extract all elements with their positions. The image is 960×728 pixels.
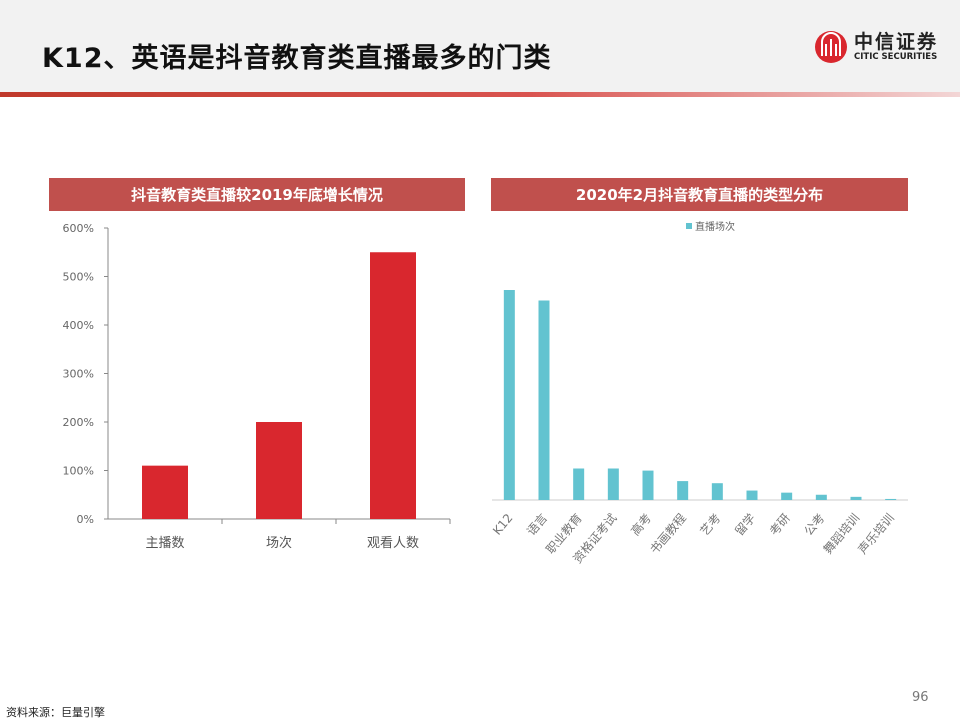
bar-资格证考试 (607, 468, 619, 500)
page-number: 96 (912, 690, 929, 705)
y-tick-label: 600% (63, 222, 94, 235)
bar-观看人数 (370, 252, 416, 519)
y-tick-label: 200% (63, 416, 94, 429)
bar-留学 (746, 490, 758, 500)
bar-考研 (781, 492, 793, 500)
x-tick-label: K12 (490, 511, 516, 538)
left-chart: 0% 100% 200% 300% 400% 500% 600% 主播数 场次 观看人数 (63, 222, 451, 551)
y-tick-label: 100% (63, 465, 94, 478)
x-tick-label: 高考 (627, 510, 654, 538)
y-tick-label: 400% (63, 319, 94, 332)
left-chart-title: 抖音教育类直播较2019年底增长情况 (49, 178, 465, 211)
bar-书画教程 (677, 481, 689, 500)
y-tick-label: 300% (63, 368, 94, 381)
bar-高考 (642, 470, 654, 500)
citic-logo: 中信证券 CITIC SECURITIES (814, 30, 938, 64)
legend-label: 直播场次 (695, 220, 735, 233)
bar-场次 (256, 422, 302, 519)
x-tick-label: 声乐培训 (855, 510, 897, 556)
x-tick-label: 公考 (801, 511, 827, 538)
bar-声乐培训 (885, 498, 897, 500)
citic-emblem-icon (815, 31, 847, 63)
bar-公考 (815, 494, 827, 500)
x-tick-label: 语言 (524, 511, 550, 538)
bar-语言 (538, 300, 550, 500)
bar-主播数 (142, 465, 188, 519)
bar-舞蹈培训 (850, 496, 862, 500)
header (0, 0, 960, 92)
x-tick-label: 考研 (767, 511, 793, 538)
source-note: 资料来源：巨量引擎 (6, 706, 105, 719)
logo-text-en: CITIC SECURITIES (854, 52, 938, 62)
page-title: K12、英语是抖音教育类直播最多的门类 (42, 43, 552, 74)
legend-swatch (686, 223, 692, 229)
x-tick-label: 场次 (266, 535, 292, 551)
y-tick-label: 0% (77, 513, 94, 526)
logo-text-cn: 中信证券 (854, 31, 939, 53)
x-tick-label: 艺考 (697, 511, 723, 538)
x-tick-label: 观看人数 (367, 535, 419, 551)
bar-K12 (503, 290, 515, 500)
x-tick-label: 舞蹈培训 (820, 510, 862, 556)
x-tick-label: 留学 (731, 510, 758, 538)
bar-职业教育 (573, 468, 585, 500)
right-chart-title: 2020年2月抖音教育直播的类型分布 (491, 178, 908, 211)
x-tick-label: 书画教程 (647, 510, 689, 556)
y-tick-label: 500% (63, 271, 94, 284)
bar-艺考 (711, 483, 723, 500)
x-tick-label: 主播数 (145, 536, 184, 551)
header-divider (0, 92, 960, 97)
